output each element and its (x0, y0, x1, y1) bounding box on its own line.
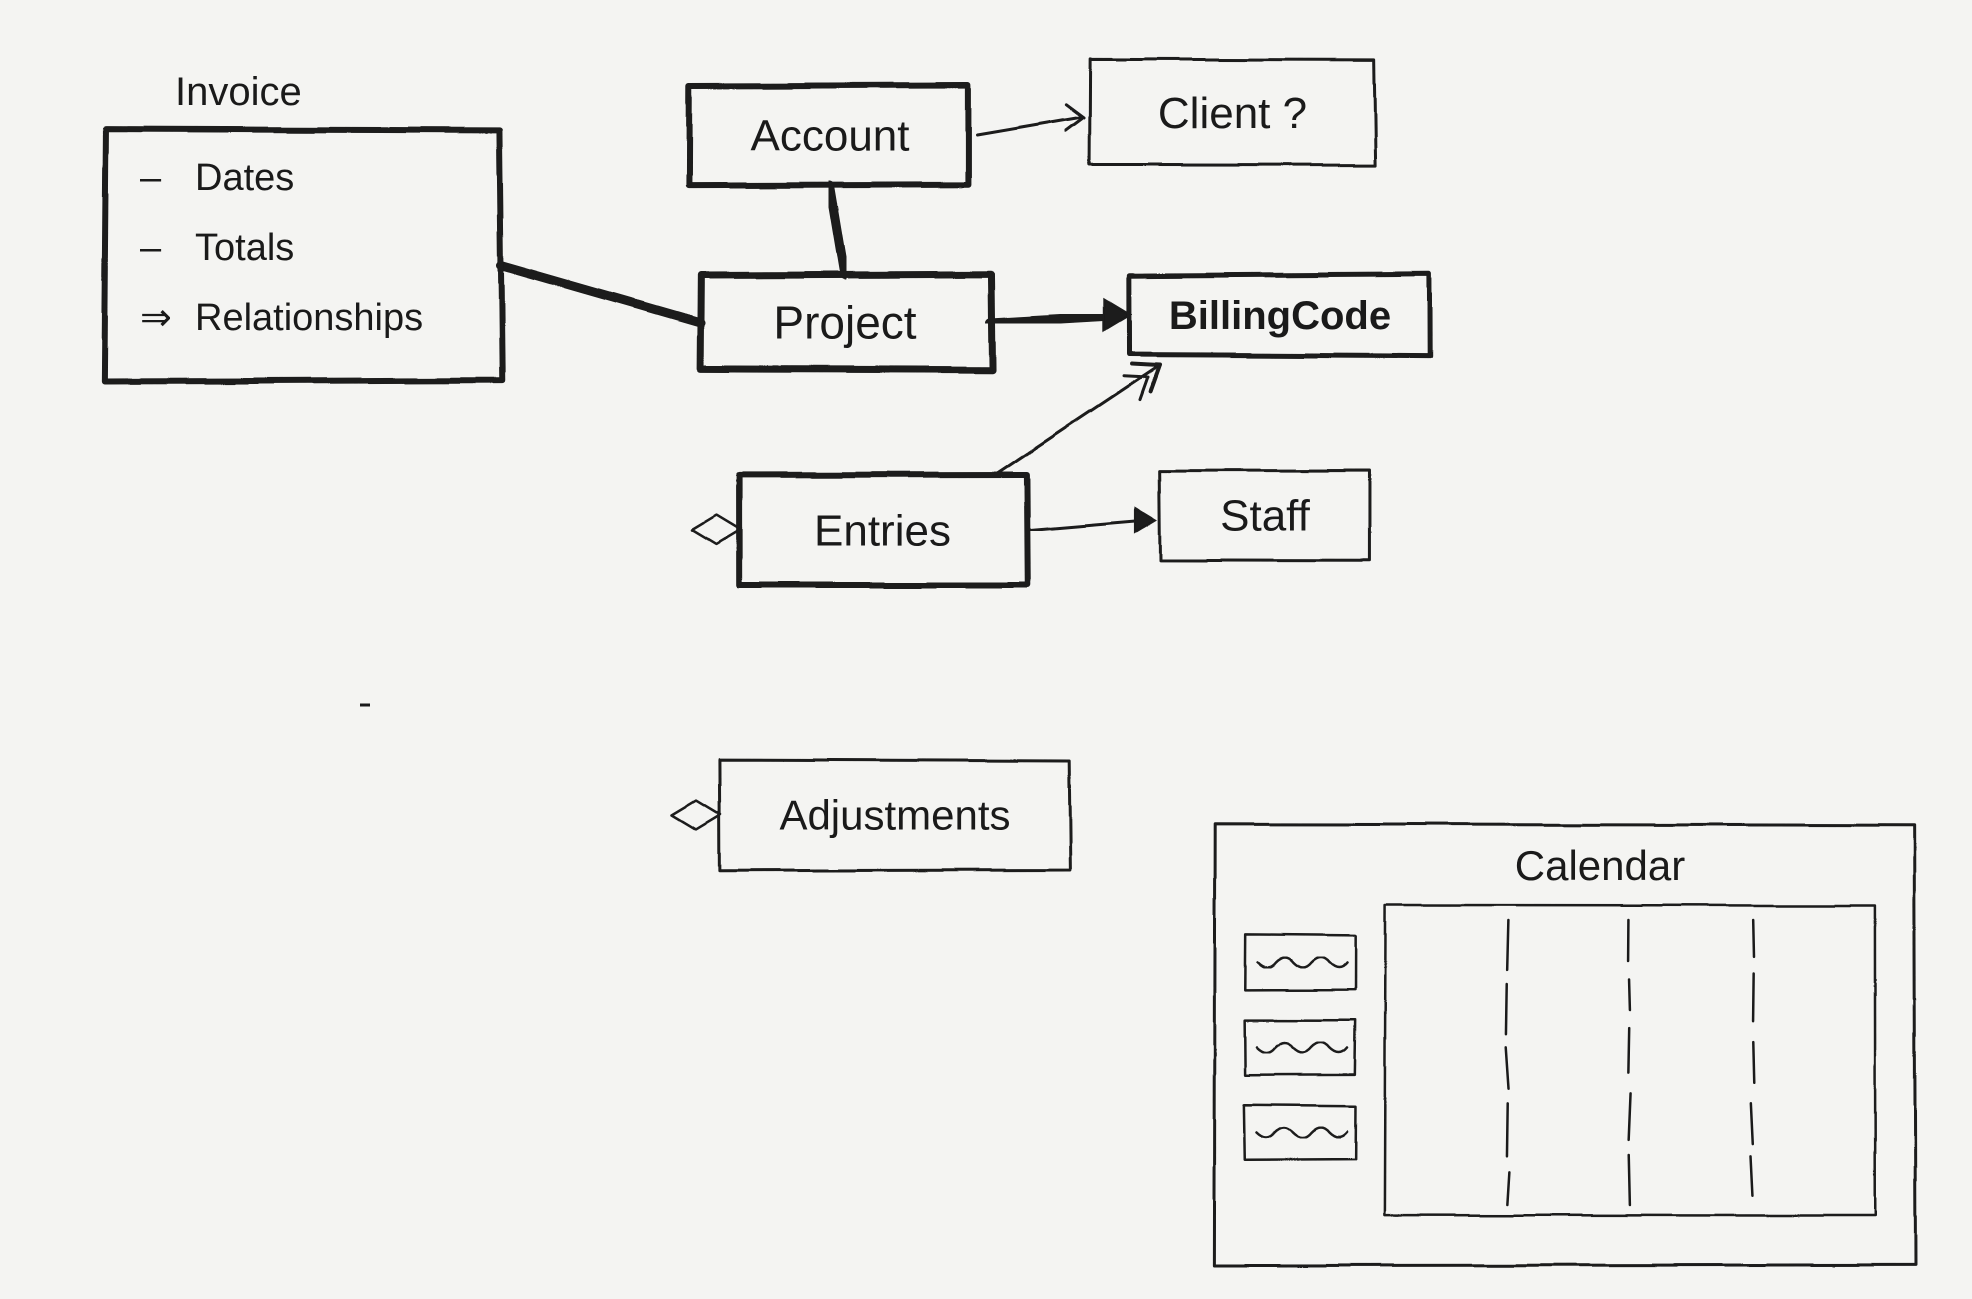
arrowhead-filled (1104, 300, 1130, 331)
edge-account-project (830, 185, 845, 275)
calendar-sidebar-squiggle (1257, 958, 1347, 968)
adjustments-label: Adjustments (779, 792, 1010, 839)
calendar-col-line (1507, 920, 1508, 970)
calendar-col-line (1629, 979, 1630, 1010)
calendar-col-line (1629, 1155, 1630, 1205)
entries-label: Entries (814, 506, 951, 555)
edge-account-client (978, 118, 1080, 136)
arrowhead-filled (1135, 508, 1156, 533)
node-staff: Staff (1159, 471, 1369, 561)
node-client: Client ? (1090, 59, 1376, 165)
node-billingcode: BillingCode (1129, 274, 1429, 356)
invoice-bullet-2: Relationships (195, 297, 423, 339)
invoice-bullet-1: Totals (195, 227, 294, 269)
calendar-col-line (1753, 1042, 1754, 1083)
calendar-col-line (1753, 920, 1754, 957)
bullet-dash: ⇒ (140, 297, 172, 339)
calendar-col-line (1753, 974, 1754, 1022)
staff-label: Staff (1220, 491, 1310, 540)
node-adjustments: Adjustments (719, 759, 1070, 871)
calendar-sidebar-squiggle (1257, 1043, 1347, 1053)
edge-project-billingcode (990, 315, 1122, 323)
calendar-sidebar-squiggle (1257, 1128, 1347, 1138)
calendar-col-line (1507, 1172, 1509, 1205)
calendar-sidebar-item-0 (1245, 934, 1355, 990)
node-box-invoice (104, 129, 501, 381)
invoice-title: Invoice (175, 70, 302, 114)
edge-entries-billingcode (995, 365, 1160, 475)
billingcode-label: BillingCode (1169, 294, 1391, 338)
calendar-col-line (1506, 1047, 1509, 1088)
diagram-canvas: Invoice –Dates–Totals ⇒ Relationships Accoun… (0, 0, 1972, 1299)
calendar-outer (1214, 824, 1915, 1265)
calendar-sidebar-item-2 (1244, 1104, 1355, 1160)
calendar-col-line (1507, 1103, 1508, 1156)
edge-entries-staff (1030, 520, 1148, 530)
invoice-bullet-0: Dates (195, 157, 294, 199)
diamond-head (692, 516, 740, 545)
node-entries: Entries (739, 475, 1027, 586)
calendar-col-line (1751, 1156, 1753, 1195)
node-account: Account (689, 85, 969, 186)
calendar-col-line (1629, 1093, 1631, 1139)
bullet-dash: – (140, 157, 162, 199)
account-label: Account (751, 111, 910, 160)
node-invoice: Invoice –Dates–Totals ⇒ Relationships (104, 70, 501, 381)
diamond-head (672, 801, 720, 830)
calendar-col-line (1751, 1103, 1753, 1144)
bullet-dash: – (140, 227, 162, 269)
node-project: Project (700, 274, 992, 369)
calendar-sidebar-item-1 (1245, 1020, 1355, 1075)
calendar-widget: Calendar (1214, 824, 1915, 1265)
calendar-title: Calendar (1515, 842, 1685, 889)
edge-invoice-project (500, 265, 700, 323)
client-label: Client ? (1158, 89, 1307, 138)
calendar-col-line (1506, 984, 1507, 1034)
calendar-col-line (1628, 1028, 1629, 1073)
project-label: Project (773, 297, 916, 349)
